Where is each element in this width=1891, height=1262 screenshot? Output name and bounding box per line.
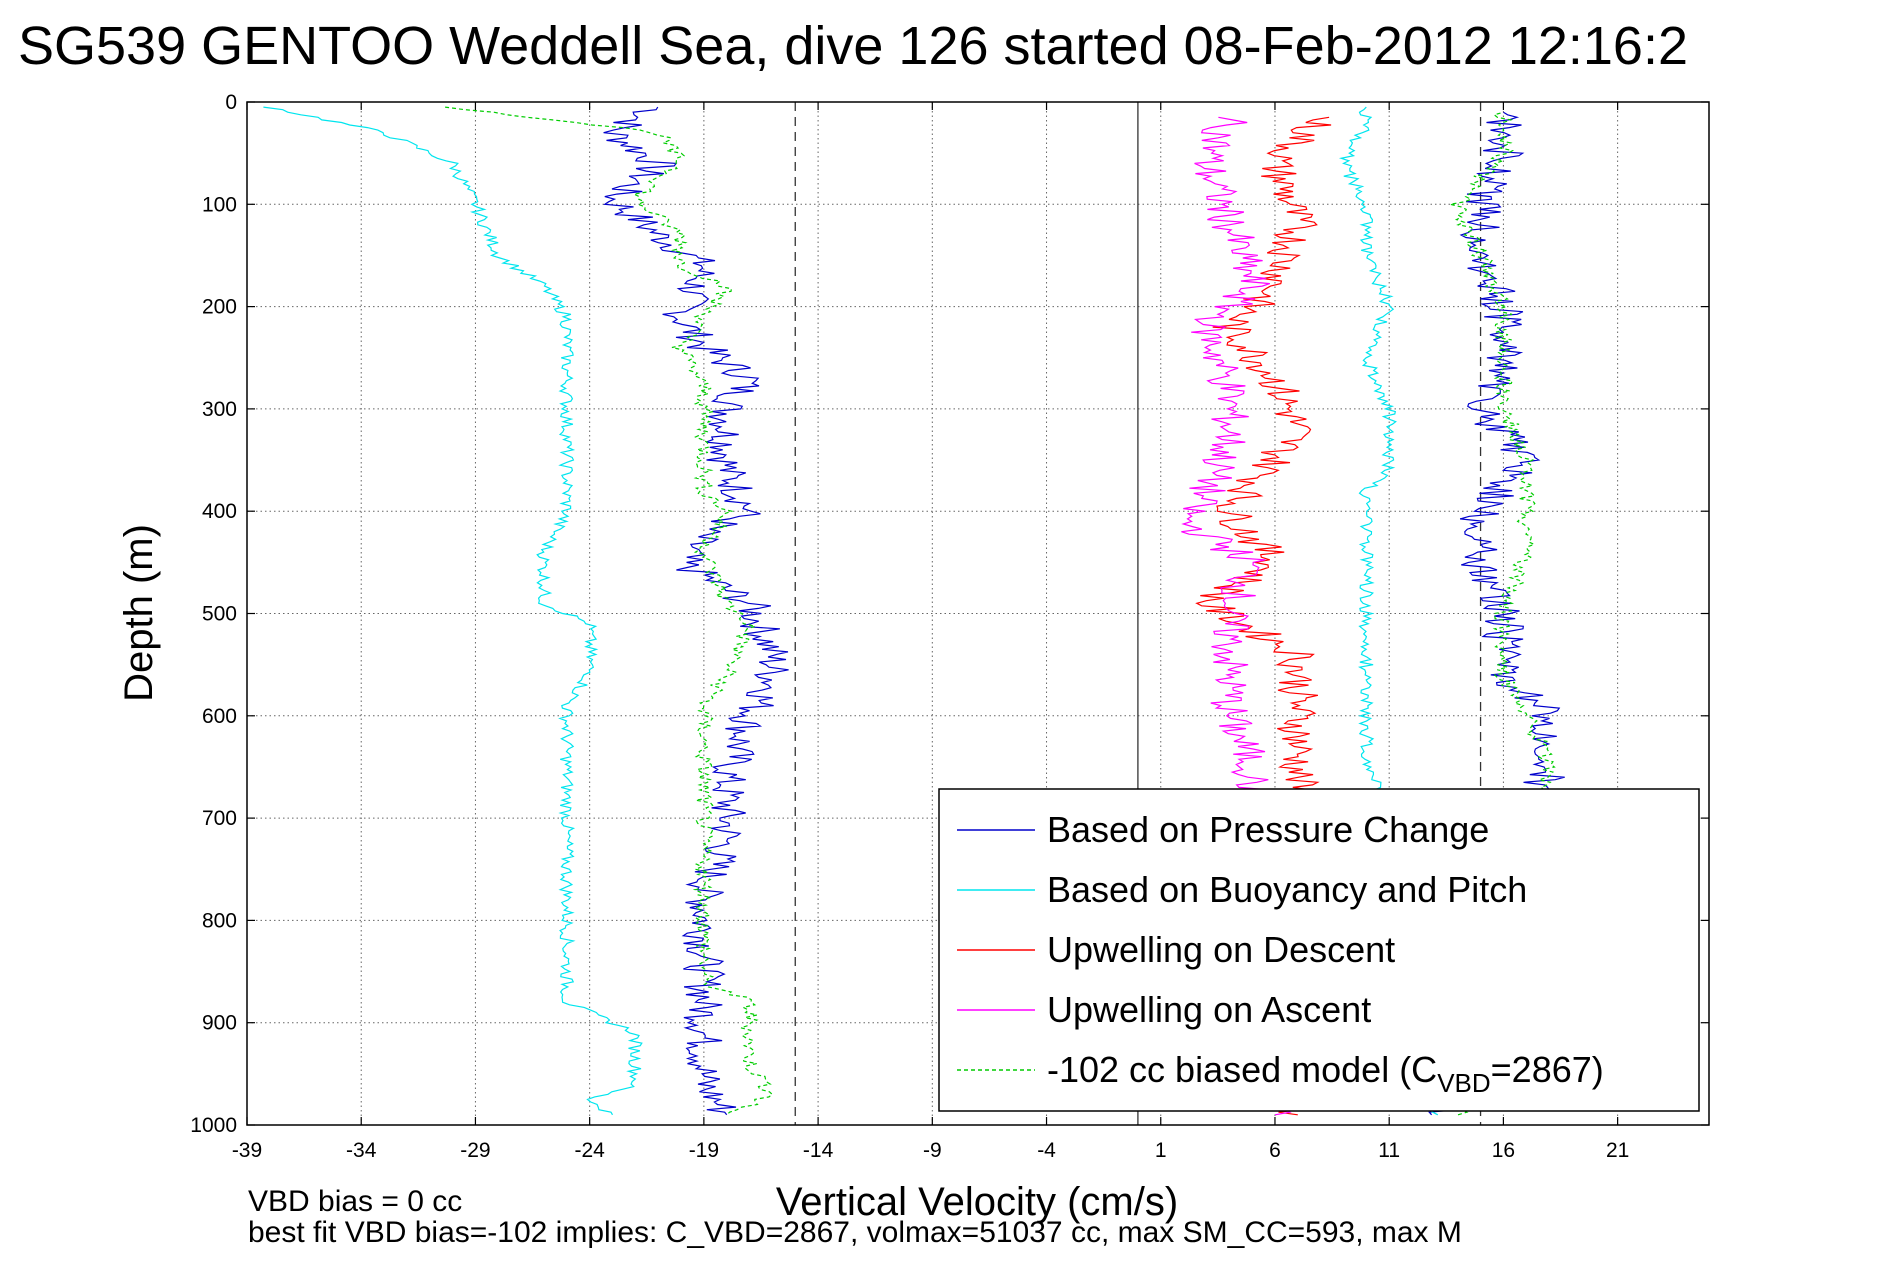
- legend-label: Based on Buoyancy and Pitch: [1047, 869, 1527, 910]
- y-tick-label: 0: [225, 91, 237, 114]
- x-tick-label: -34: [346, 1139, 377, 1162]
- legend-items: Based on Pressure Change Based on Buoyanc…: [957, 809, 1604, 1098]
- y-axis-label: Depth (m): [117, 524, 161, 702]
- series-1-descent-line: [263, 106, 643, 1116]
- x-tick-label: 16: [1492, 1139, 1515, 1162]
- legend-label-text: -102 cc biased model (C: [1047, 1049, 1437, 1090]
- x-tick-label: 21: [1606, 1139, 1629, 1162]
- legend-label-text: Upwelling on Descent: [1047, 929, 1395, 970]
- legend-label-text: Based on Pressure Change: [1047, 809, 1489, 850]
- y-tick-label: 600: [202, 705, 237, 728]
- y-tick-label: 500: [202, 603, 237, 626]
- legend-label: -102 cc biased model (CVBD=2867): [1047, 1049, 1604, 1098]
- y-tick-label: 800: [202, 909, 237, 932]
- y-tick-label: 300: [202, 398, 237, 421]
- legend-label-tail: =2867): [1491, 1049, 1604, 1090]
- legend-label: Upwelling on Ascent: [1047, 989, 1371, 1030]
- legend-label-subscript: VBD: [1437, 1068, 1490, 1098]
- y-tick-label: 400: [202, 500, 237, 523]
- y-tick-label: 900: [202, 1012, 237, 1035]
- y-tick-label: 1000: [190, 1114, 237, 1137]
- x-tick-label: 11: [1378, 1139, 1400, 1162]
- legend-label-text: Upwelling on Ascent: [1047, 989, 1371, 1030]
- series-4-descent-line: [445, 106, 774, 1116]
- x-tick-label: -19: [689, 1139, 719, 1162]
- y-tick-label: 100: [202, 193, 237, 216]
- annotation-vbd-bias: VBD bias = 0 cc: [248, 1185, 462, 1218]
- y-tick-label: 200: [202, 296, 237, 319]
- legend-label: Based on Pressure Change: [1047, 809, 1489, 850]
- legend-label: Upwelling on Descent: [1047, 929, 1395, 970]
- x-tick-label: -24: [574, 1139, 605, 1162]
- x-tick-label: 1: [1155, 1139, 1167, 1162]
- y-axis-ticks: 0 100 200 300 400 500 600 700 800 900 1000: [190, 91, 1709, 1137]
- y-tick-label: 700: [202, 807, 237, 830]
- x-tick-label: -9: [923, 1139, 942, 1162]
- x-tick-label: -14: [803, 1139, 834, 1162]
- x-tick-label: -29: [460, 1139, 490, 1162]
- legend-box: [938, 788, 1700, 1112]
- x-tick-label: -39: [232, 1139, 262, 1162]
- legend: Based on Pressure Change Based on Buoyanc…: [938, 788, 1700, 1112]
- x-axis-label: Vertical Velocity (cm/s): [776, 1180, 1178, 1224]
- chart-title: SG539 GENTOO Weddell Sea, dive 126 start…: [18, 16, 1688, 76]
- annotation-best-fit: best fit VBD bias=-102 implies: C_VBD=28…: [248, 1216, 1462, 1249]
- x-tick-label: 6: [1269, 1139, 1281, 1162]
- legend-label-text: Based on Buoyancy and Pitch: [1047, 869, 1527, 910]
- x-tick-label: -4: [1037, 1139, 1056, 1162]
- x-axis-ticks: -39 -34 -29 -24 -19 -14 -9 -4 1 6 11 16 21: [232, 102, 1629, 1162]
